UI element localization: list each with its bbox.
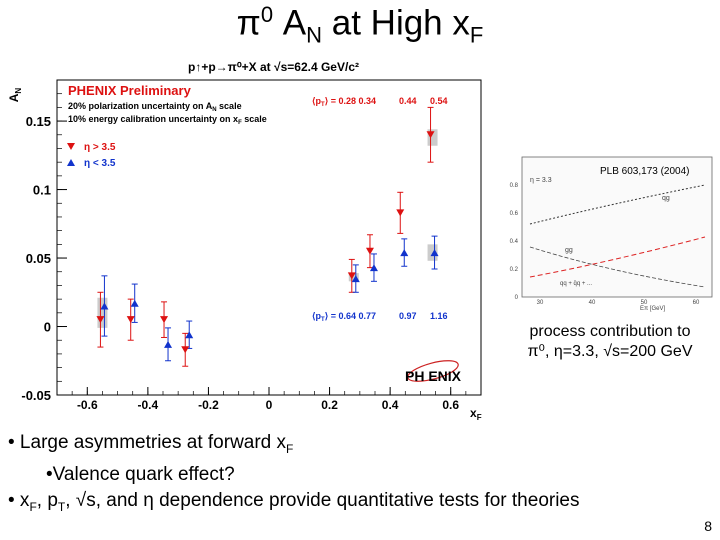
x-tick-label-0: -0.6 <box>77 398 98 412</box>
title-mid: at High x <box>322 3 470 43</box>
inset-curve-qg <box>529 184 706 225</box>
point-s0-4 <box>347 272 356 280</box>
point-s0-5 <box>365 247 374 255</box>
caption-line-2: π⁰, η=3.3, √s=200 GeV <box>527 343 693 360</box>
logo-swirl <box>407 360 459 382</box>
inset-curve-qq <box>529 236 706 278</box>
point-s1-5 <box>369 264 378 272</box>
inset-gg-label: gg <box>565 247 573 254</box>
x-tick-label-2: -0.2 <box>198 398 219 412</box>
point-s1-7 <box>430 249 439 257</box>
process-contribution-inset: PLB 603,173 (2004) η = 3.3 qg gg qq + q̄… <box>510 156 713 312</box>
legend-marker-up <box>67 159 75 166</box>
point-s0-1 <box>126 316 135 324</box>
y-tick-label-4: 0.15 <box>26 114 51 129</box>
pt-bottom-v3: 0.97 <box>399 311 417 321</box>
logo-text: PH ENIX <box>405 368 462 384</box>
point-s0-6 <box>396 209 405 217</box>
bullet-3: • xF, pT, √s, and η dependence provide q… <box>8 489 580 514</box>
pt-bottom-row: ⟨pT⟩ = 0.64 0.77 <box>312 311 376 323</box>
point-s1-6 <box>400 249 409 257</box>
point-s1-0 <box>100 302 109 310</box>
plot-frame <box>56 79 482 396</box>
y-tick-label-3: 0.1 <box>33 183 51 198</box>
inset-qg-label: qg <box>662 195 670 202</box>
legend-eta-low: η < 3.5 <box>84 158 116 169</box>
main-chart: -0.6 -0.4 -0.2 0 0.2 0.4 0.6-0.0500.050.10.15 … <box>7 79 482 420</box>
data-points <box>96 131 439 354</box>
pt-top-v3: 0.44 <box>399 96 417 106</box>
y-tick-label-0: -0.05 <box>21 388 51 403</box>
prelim-label: PHENIX Preliminary <box>68 83 192 98</box>
point-s0-0 <box>96 316 105 324</box>
inset-qq-label: qq + q̄q + ... <box>560 281 592 287</box>
point-s1-3 <box>185 331 194 339</box>
legend-marker-down <box>67 143 75 150</box>
inset-reference: PLB 603,173 (2004) <box>600 166 690 177</box>
note-polarization: 20% polarization uncertainty on AN scale <box>68 101 242 113</box>
inset-x-tick-1: 40 <box>589 300 596 306</box>
x-tick-label-5: 0.4 <box>382 398 399 412</box>
point-s0-7 <box>426 131 435 139</box>
caption-line-1: process contribution to <box>529 323 691 340</box>
inset-x-tick-2: 50 <box>641 300 648 306</box>
point-s1-1 <box>130 299 139 307</box>
inset-y-tick-0: 0 <box>515 295 519 301</box>
inset-xlabel: Eπ [GeV] <box>640 306 665 312</box>
pt-top-v4: 0.54 <box>430 96 448 106</box>
note-energy: 10% energy calibration uncertainty on xF… <box>68 114 267 126</box>
x-tick-label-1: -0.4 <box>138 398 159 412</box>
sys-box-2 <box>427 129 438 146</box>
reaction-subtitle: p↑+p→π⁰+X at √s=62.4 GeV/c² <box>188 60 359 74</box>
systematic-boxes <box>97 129 438 328</box>
title-x-sub: F <box>469 22 484 48</box>
x-tick-label-4: 0.2 <box>321 398 338 412</box>
sys-box-0 <box>97 297 108 328</box>
inset-y-tick-3: 0.6 <box>510 211 519 217</box>
y-axis-label: AN <box>7 88 23 103</box>
x-tick-label-6: 0.6 <box>442 398 459 412</box>
title-a-sub: N <box>306 22 323 48</box>
y-tick-label-2: 0.05 <box>26 251 51 266</box>
point-s0-2 <box>160 316 169 324</box>
page-number: 8 <box>704 518 712 534</box>
bullet-1: • Large asymmetries at forward xF <box>8 432 294 456</box>
inset-y-tick-2: 0.4 <box>510 239 519 245</box>
inset-eta-label: η = 3.3 <box>530 177 552 184</box>
legend-eta-high: η > 3.5 <box>84 142 116 153</box>
phenix-logo: PH ENIX <box>405 360 462 384</box>
title-pi: π <box>236 3 261 43</box>
title-a: A <box>273 3 307 43</box>
point-s0-3 <box>181 346 190 354</box>
inset-y-tick-1: 0.2 <box>510 267 519 273</box>
bullet-2: •Valence quark effect? <box>46 463 235 485</box>
inset-ticks: 0 0.2 0.4 0.6 0.8 30 40 50 60 <box>510 183 700 306</box>
inset-frame <box>521 156 713 298</box>
pt-bottom-v4: 1.16 <box>430 311 448 321</box>
x-tick-label-3: 0 <box>266 398 273 412</box>
inset-x-tick-0: 30 <box>537 300 544 306</box>
inset-x-tick-3: 60 <box>693 300 700 306</box>
inset-curve-gg <box>529 246 706 288</box>
inset-caption: process contribution to π⁰, η=3.3, √s=20… <box>500 322 720 362</box>
inset-y-tick-4: 0.8 <box>510 183 519 189</box>
x-axis-label: xF <box>470 406 482 420</box>
slide-title: π0 AN at High xF <box>0 2 720 49</box>
point-s1-4 <box>351 275 360 283</box>
point-s1-2 <box>164 340 173 348</box>
bullet-list: • Large asymmetries at forward xF •Valen… <box>8 430 580 520</box>
y-tick-label-1: 0 <box>44 320 51 335</box>
axes: -0.6 -0.4 -0.2 0 0.2 0.4 0.6 -0.05 0 0.05 0.1 0.15 <box>21 79 482 412</box>
sys-box-1 <box>348 273 359 282</box>
error-bars <box>97 106 438 367</box>
title-pi-sup: 0 <box>260 2 274 27</box>
pt-top-row: ⟨pT⟩ = 0.28 0.34 <box>312 96 376 108</box>
